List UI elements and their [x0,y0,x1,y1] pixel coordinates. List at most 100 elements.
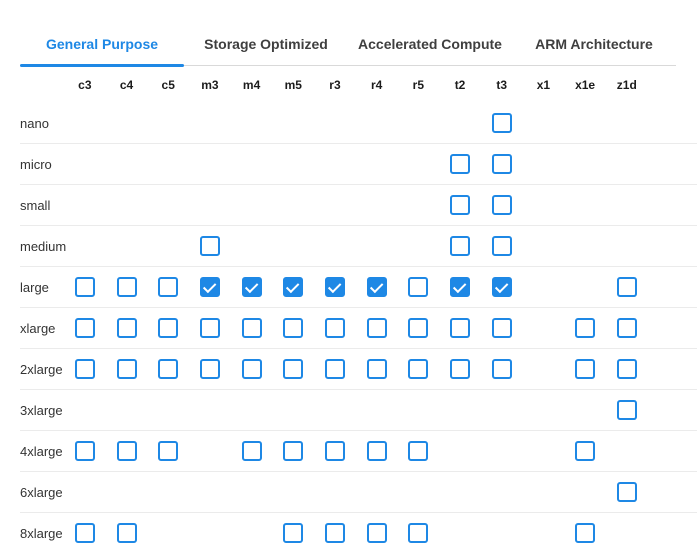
checkbox-large-r4[interactable] [366,277,387,297]
checkbox-large-t3[interactable] [491,277,512,297]
checkbox-2xlarge-x1e[interactable] [575,359,596,379]
checkbox-2xlarge-z1d[interactable] [616,359,637,379]
checkbox-2xlarge-c4[interactable] [116,359,137,379]
checkbox-large-r3[interactable] [324,277,345,297]
column-header-r3: r3 [329,77,341,92]
checkbox-2xlarge-c5[interactable] [158,359,179,379]
checkbox-2xlarge-r3[interactable] [324,359,345,379]
checkbox-large-m5[interactable] [283,277,304,297]
checkbox-8xlarge-m5[interactable] [283,523,304,543]
table-row: 3xlarge [20,390,697,431]
instance-type-grid: c3 c4 c5 m3 m4 m5 r3 r4 r5 t2 t3 x1 x1e z1d nano micro s… [20,66,697,546]
column-header-r5: r5 [412,77,425,92]
checkbox-xlarge-c5[interactable] [158,318,179,338]
checkbox-xlarge-z1d[interactable] [616,318,637,338]
checkbox-medium-t3[interactable] [491,236,512,256]
row-label-8xlarge: 8xlarge [20,525,63,541]
row-label-4xlarge: 4xlarge [20,443,63,459]
row-label-micro: micro [20,156,52,172]
checkbox-4xlarge-x1e[interactable] [575,441,596,461]
checkbox-xlarge-t3[interactable] [491,318,512,338]
checkbox-large-c4[interactable] [116,277,137,297]
checkbox-2xlarge-r5[interactable] [408,359,429,379]
row-label-xlarge: xlarge [20,320,56,336]
tab-storage-optimized[interactable]: Storage Optimized [204,36,328,52]
checkbox-4xlarge-c3[interactable] [74,441,95,461]
checkbox-xlarge-r5[interactable] [408,318,429,338]
checkbox-xlarge-x1e[interactable] [575,318,596,338]
checkbox-4xlarge-c4[interactable] [116,441,137,461]
checkbox-small-t3[interactable] [491,195,512,215]
checkbox-2xlarge-c3[interactable] [74,359,95,379]
table-row: xlarge [20,308,697,349]
checkbox-micro-t3[interactable] [491,154,512,174]
row-label-small: small [20,197,51,213]
table-row: 6xlarge [20,472,697,513]
column-header-z1d: z1d [616,77,637,92]
checkbox-3xlarge-z1d[interactable] [616,400,637,420]
checkbox-2xlarge-m5[interactable] [283,359,304,379]
row-label-medium: medium [20,238,67,254]
checkbox-large-c3[interactable] [74,277,95,297]
checkbox-large-m3[interactable] [199,277,220,297]
checkbox-2xlarge-t3[interactable] [491,359,512,379]
checkbox-large-c5[interactable] [158,277,179,297]
checkbox-6xlarge-z1d[interactable] [616,482,637,502]
checkbox-large-r5[interactable] [408,277,429,297]
checkbox-2xlarge-r4[interactable] [366,359,387,379]
checkbox-2xlarge-t2[interactable] [450,359,471,379]
checkbox-2xlarge-m4[interactable] [241,359,262,379]
column-header-c5: c5 [161,77,175,92]
checkbox-nano-t3[interactable] [491,113,512,133]
column-header-c3: c3 [78,77,92,92]
checkbox-4xlarge-m5[interactable] [283,441,304,461]
checkbox-4xlarge-r3[interactable] [324,441,345,461]
column-header-t2: t2 [454,77,466,92]
row-label-nano: nano [20,115,49,131]
table-row: nano [20,103,697,144]
table-row: 8xlarge [20,513,697,546]
tab-arm-architecture[interactable]: ARM Architecture [535,36,653,52]
tab-accelerated-compute[interactable]: Accelerated Compute [358,36,502,52]
checkbox-large-m4[interactable] [241,277,262,297]
checkbox-8xlarge-r5[interactable] [408,523,429,543]
checkbox-small-t2[interactable] [450,195,471,215]
row-label-3xlarge: 3xlarge [20,402,63,418]
checkbox-medium-m3[interactable] [199,236,220,256]
checkbox-8xlarge-c3[interactable] [74,523,95,543]
checkbox-8xlarge-x1e[interactable] [575,523,596,543]
checkbox-4xlarge-c5[interactable] [158,441,179,461]
tab-bar: General Purpose Storage Optimized Accele… [20,30,676,67]
checkbox-4xlarge-m4[interactable] [241,441,262,461]
checkbox-large-t2[interactable] [450,277,471,297]
checkbox-xlarge-r3[interactable] [324,318,345,338]
table-row: micro [20,144,697,185]
column-header-t3: t3 [496,77,508,92]
checkbox-micro-t2[interactable] [450,154,471,174]
column-header-m5: m5 [284,77,302,92]
column-header-x1: x1 [536,77,551,92]
tab-general-purpose[interactable]: General Purpose [20,30,184,67]
checkbox-xlarge-m3[interactable] [199,318,220,338]
checkbox-2xlarge-m3[interactable] [199,359,220,379]
checkbox-4xlarge-r4[interactable] [366,441,387,461]
checkbox-8xlarge-r3[interactable] [324,523,345,543]
table-row: medium [20,226,697,267]
checkbox-xlarge-m5[interactable] [283,318,304,338]
table-row: small [20,185,697,226]
row-label-2xlarge: 2xlarge [20,361,63,377]
checkbox-xlarge-c4[interactable] [116,318,137,338]
checkbox-xlarge-c3[interactable] [74,318,95,338]
checkbox-large-z1d[interactable] [616,277,637,297]
table-row: 4xlarge [20,431,697,472]
checkbox-4xlarge-r5[interactable] [408,441,429,461]
row-label-large: large [20,279,49,295]
checkbox-8xlarge-r4[interactable] [366,523,387,543]
checkbox-8xlarge-c4[interactable] [116,523,137,543]
checkbox-xlarge-t2[interactable] [450,318,471,338]
checkbox-medium-t2[interactable] [450,236,471,256]
column-header-m3: m3 [201,77,219,92]
checkbox-xlarge-m4[interactable] [241,318,262,338]
checkbox-xlarge-r4[interactable] [366,318,387,338]
column-header-r4: r4 [370,77,383,92]
